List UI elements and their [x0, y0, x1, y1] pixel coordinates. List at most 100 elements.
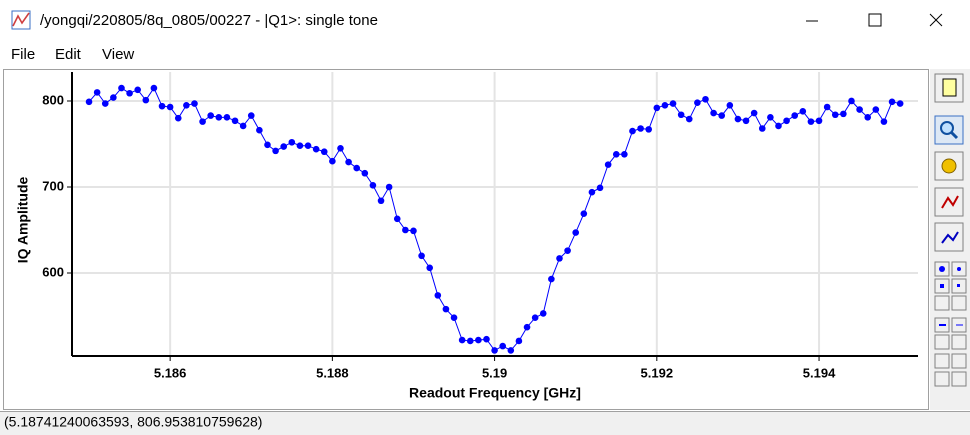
data-point — [840, 110, 847, 118]
data-point — [256, 126, 263, 134]
data-point — [191, 100, 198, 107]
data-point — [450, 314, 458, 322]
data-point — [93, 89, 101, 96]
data-point — [750, 109, 758, 117]
data-point — [288, 138, 296, 146]
data-point — [653, 104, 661, 112]
data-point — [223, 114, 231, 121]
chart-frame — [3, 69, 929, 410]
data-point — [677, 111, 685, 119]
data-point — [410, 227, 417, 235]
menu-item[interactable]: File — [11, 46, 35, 63]
data-point — [726, 101, 734, 109]
data-point — [239, 122, 247, 130]
data-point — [507, 347, 515, 354]
data-point — [377, 197, 385, 205]
data-point — [353, 164, 361, 172]
data-point — [280, 143, 288, 150]
x-tick-label: 5.188 — [316, 365, 349, 380]
data-point — [183, 101, 190, 109]
data-point — [385, 183, 393, 191]
data-point — [880, 118, 888, 125]
data-point — [320, 148, 328, 156]
data-point — [118, 84, 125, 92]
data-point — [596, 184, 604, 192]
status-bar — [0, 411, 970, 435]
data-point — [588, 188, 596, 196]
data-point — [369, 181, 377, 189]
data-point — [296, 142, 304, 150]
data-point — [142, 96, 150, 104]
plot-area: 5.186 5.188 5.19 5.192 5.194 600 700 800 — [42, 72, 918, 380]
y-tick-label: 800 — [42, 92, 64, 107]
data-point — [231, 117, 239, 125]
data-point — [710, 109, 717, 117]
data-point — [775, 122, 782, 130]
data-point — [604, 161, 612, 168]
data-point — [110, 94, 117, 101]
toolbar-icons — [939, 78, 963, 326]
status-text: (5.18741240063593, 806.953810759628) — [4, 414, 262, 430]
data-point — [556, 255, 563, 262]
data-point — [888, 98, 896, 106]
x-axis-label: Readout Frequency [GHz] — [409, 385, 581, 401]
data-point — [621, 151, 628, 158]
maximize-button[interactable] — [868, 13, 882, 27]
data-point — [734, 115, 742, 123]
menu-item[interactable]: Edit — [55, 46, 82, 63]
data-point — [442, 305, 450, 313]
data-point — [312, 145, 320, 153]
data-point — [329, 157, 336, 165]
data-point — [669, 100, 677, 107]
data-point — [337, 144, 344, 152]
data-point — [767, 114, 774, 121]
data-point — [426, 264, 434, 272]
data-point — [539, 310, 547, 317]
data-point — [694, 99, 701, 107]
data-point — [499, 342, 507, 350]
data-point — [304, 142, 312, 150]
data-point — [791, 112, 799, 119]
data-point — [207, 112, 215, 119]
data-point — [580, 210, 588, 217]
data-point — [264, 141, 271, 149]
data-point — [742, 117, 750, 125]
data-point — [491, 347, 498, 354]
data-point — [864, 114, 872, 121]
data-point — [418, 252, 425, 260]
data-point — [515, 337, 523, 345]
data-point — [523, 323, 531, 331]
data-point — [718, 112, 726, 119]
data-point — [807, 118, 815, 125]
data-point — [564, 247, 571, 254]
data-point — [134, 86, 142, 94]
data-point — [856, 106, 863, 113]
data-point — [158, 102, 166, 110]
data-point — [815, 117, 823, 125]
y-axis-label: IQ Amplitude — [15, 176, 31, 263]
data-point — [872, 106, 880, 113]
y-tick-label: 600 — [42, 264, 64, 279]
data-point — [783, 117, 790, 125]
data-point — [637, 125, 644, 132]
menu-item[interactable]: View — [102, 46, 134, 63]
data-point — [199, 118, 206, 125]
data-point — [85, 98, 93, 106]
data-point — [466, 337, 474, 345]
data-point — [548, 275, 555, 283]
close-button[interactable] — [929, 13, 943, 27]
data-point — [434, 292, 442, 299]
data-point — [345, 158, 352, 166]
data-point — [101, 100, 109, 107]
data-point — [393, 215, 401, 223]
data-point — [629, 127, 636, 135]
data-point — [361, 169, 369, 177]
data-point — [896, 100, 904, 107]
data-point — [848, 97, 855, 105]
data-point — [823, 103, 831, 111]
data-point — [174, 114, 182, 122]
data-point — [247, 112, 255, 119]
data-point — [758, 125, 766, 132]
